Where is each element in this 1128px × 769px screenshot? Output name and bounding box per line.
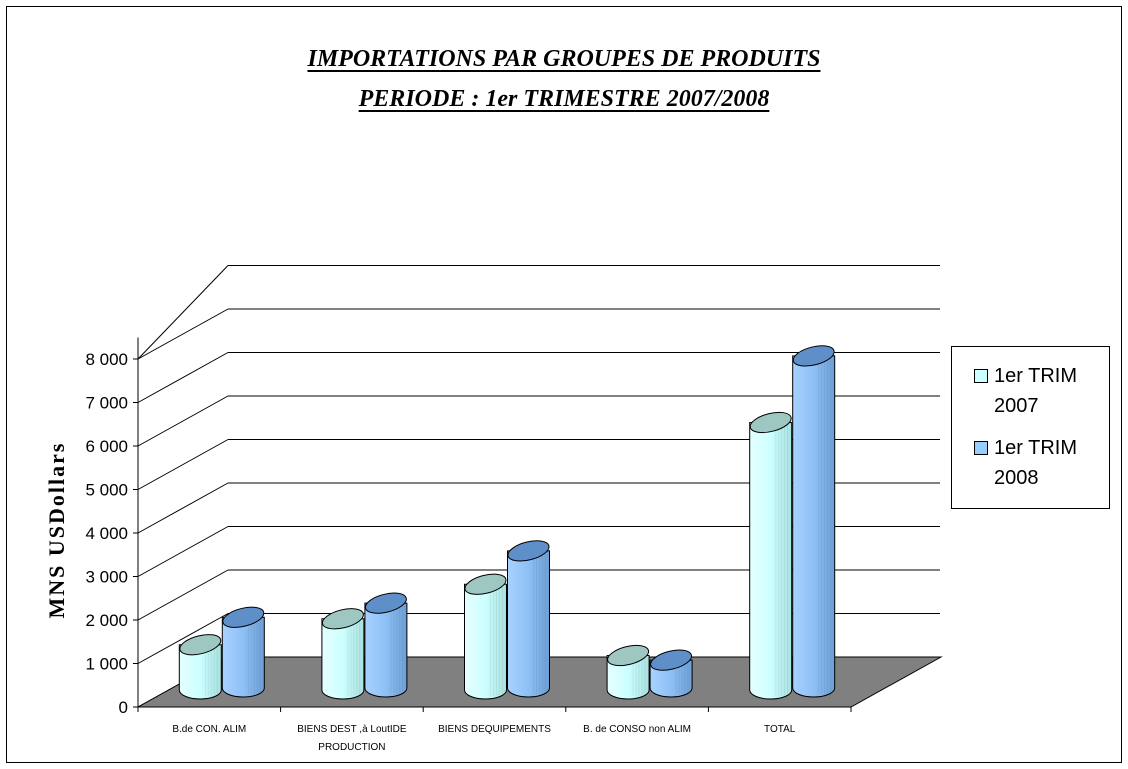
x-category-label: BIENS DEQUIPEMENTS	[438, 724, 551, 735]
y-tick-label: 3 000	[85, 568, 128, 587]
bar-2007-2-cap	[464, 573, 507, 595]
bar-2008-0	[221, 606, 265, 698]
chart-title: IMPORTATIONS PAR GROUPES DE PRODUITS	[307, 46, 821, 72]
bar-2007-4-cap	[749, 411, 792, 434]
side-gridline	[137, 265, 229, 360]
bar-2008-2	[507, 540, 550, 698]
bar-2008-4-body	[792, 355, 836, 698]
bar-2007-3-body	[606, 654, 650, 700]
legend-label-2007-line2: 2007	[994, 395, 1039, 417]
y-tick-label: 2 000	[85, 611, 128, 630]
y-axis-label: MNS USDollars	[44, 442, 69, 619]
bar-2007-1	[321, 608, 365, 700]
bar-2008-4-cap	[792, 345, 835, 367]
side-gridline	[137, 482, 229, 534]
bar-2008-0-body	[221, 616, 265, 698]
bar-2007-2	[464, 573, 507, 700]
side-gridline	[137, 352, 229, 403]
legend-swatch-2007	[974, 369, 988, 383]
side-gridline	[137, 613, 229, 664]
legend: 1er TRIM 2007 1er TRIM 2008	[951, 346, 1110, 509]
x-category-label: B. de CONSO non ALIM	[583, 724, 691, 735]
side-gridline	[137, 569, 229, 621]
y-tick-label: 1 000	[85, 655, 128, 674]
y-tick-label: 5 000	[85, 481, 128, 500]
bar-2007-0-body	[178, 644, 222, 700]
side-gridline	[137, 308, 229, 360]
y-tick-label: 0	[119, 698, 128, 717]
bar-2007-0	[178, 634, 222, 700]
bar-2008-3-cap	[650, 649, 693, 671]
y-tick-label: 6 000	[85, 437, 128, 456]
bar-2008-2-cap	[507, 540, 550, 562]
side-gridline	[137, 526, 229, 577]
bar-2008-3	[649, 649, 693, 698]
y-tick-label: 4 000	[85, 524, 128, 543]
legend-label-2007-line1: 1er TRIM	[994, 365, 1077, 387]
side-gridline	[137, 395, 229, 447]
bar-2007-3-cap	[607, 644, 650, 667]
chart-subtitle: PERIODE : 1er TRIMESTRE 2007/2008	[358, 86, 770, 112]
bar-2007-1-cap	[321, 608, 364, 630]
bar-2007-2-body	[464, 583, 507, 700]
bar-2007-1-body	[321, 618, 365, 700]
bar-2007-4	[749, 411, 793, 700]
x-category-label: B.de CON. ALIM	[172, 724, 246, 735]
side-gridline	[137, 439, 229, 490]
x-category-label: TOTAL	[764, 724, 796, 735]
bar-2008-1-body	[364, 602, 408, 698]
bar-2007-3	[606, 644, 650, 700]
y-tick-label: 8 000	[85, 350, 128, 369]
bar-2008-1	[364, 592, 408, 698]
x-category-label: PRODUCTION	[318, 742, 385, 753]
chart-frame	[6, 6, 1122, 763]
bar-2008-4	[792, 345, 836, 698]
x-category-label: BIENS DEST ,à LoutIDE	[297, 724, 407, 735]
legend-label-2008-line2: 2008	[994, 467, 1039, 489]
legend-label-2008-line1: 1er TRIM	[994, 437, 1077, 459]
legend-swatch-2008	[974, 441, 988, 455]
bar-2007-0-cap	[179, 634, 222, 656]
bar-2007-4-body	[749, 421, 793, 700]
bar-2008-0-cap	[222, 606, 265, 628]
y-tick-label: 7 000	[85, 394, 128, 413]
bar-2008-1-cap	[364, 592, 407, 614]
bar-2008-2-body	[507, 550, 550, 698]
